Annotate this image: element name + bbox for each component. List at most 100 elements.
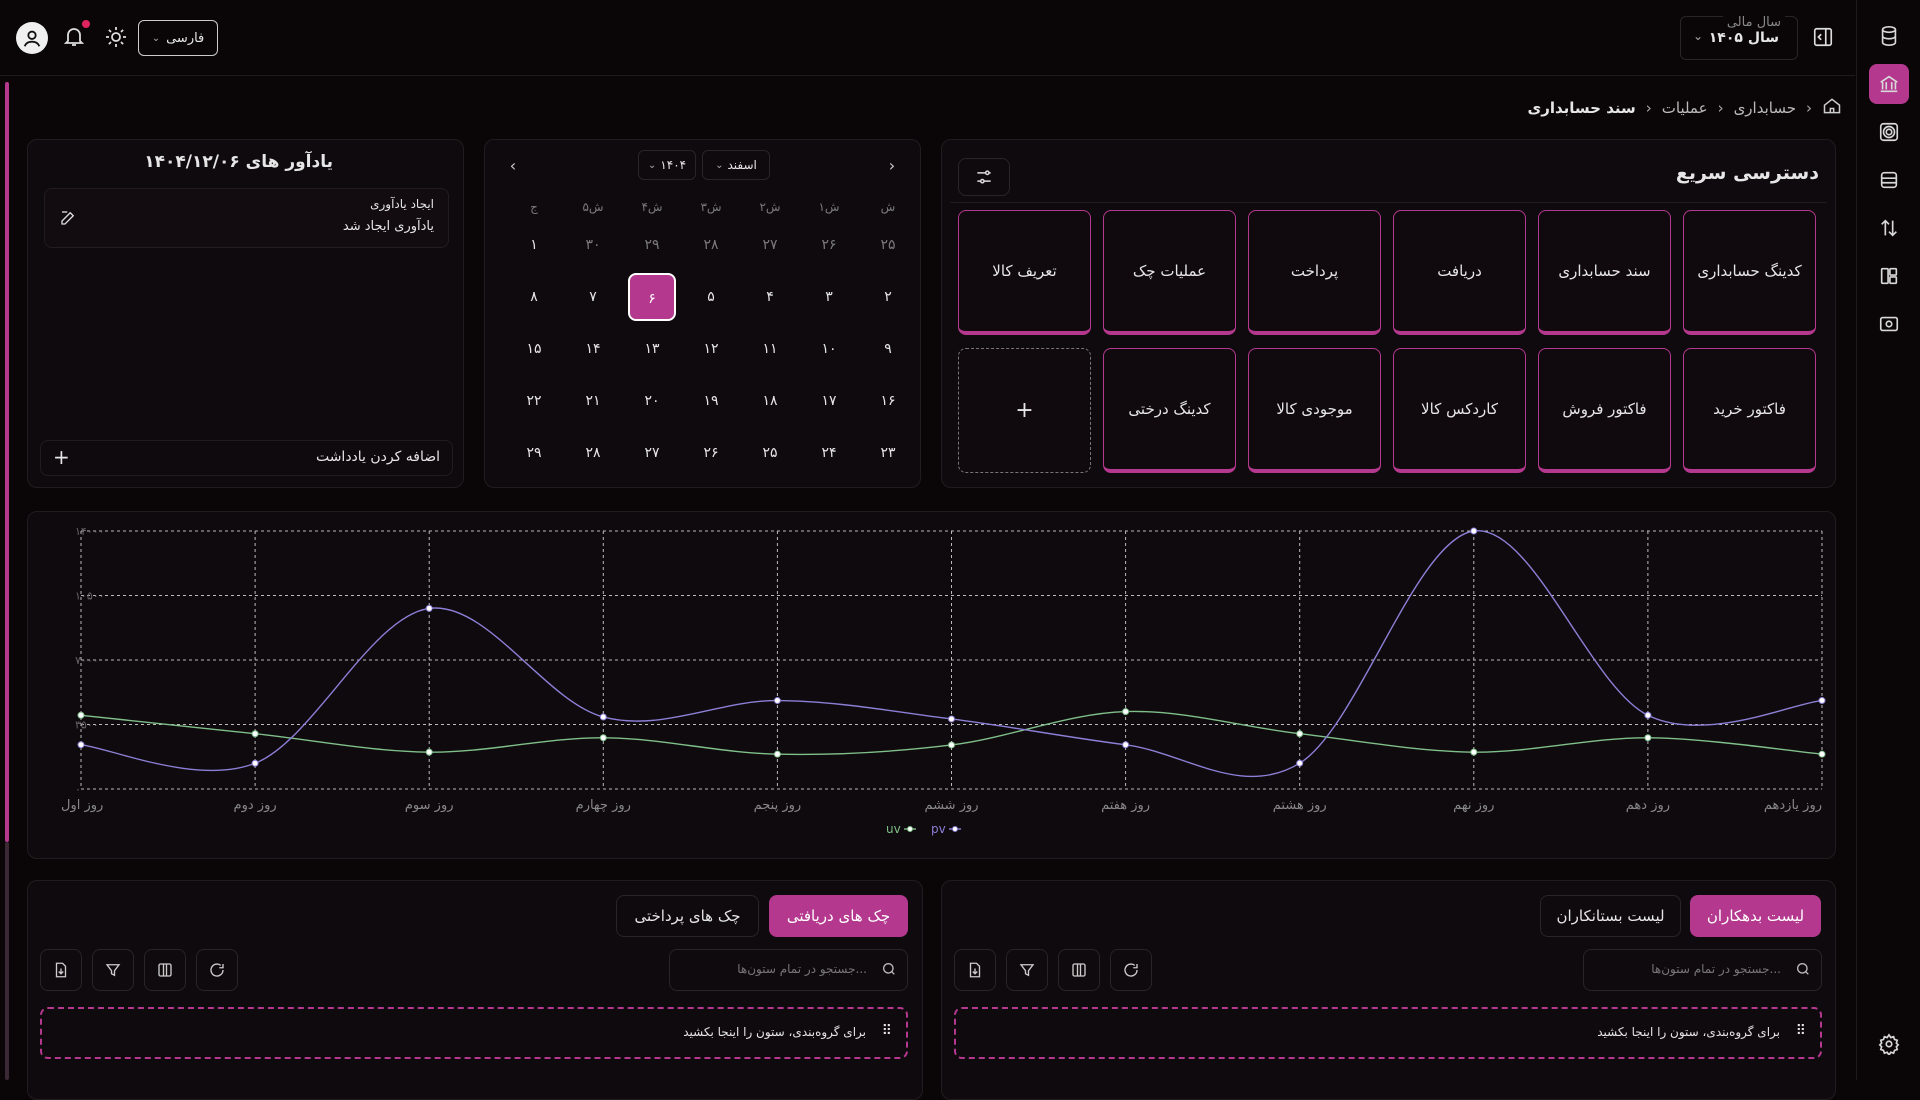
notification-dot bbox=[82, 20, 90, 28]
quick-item-purchase-invoice[interactable]: فاکتور خرید bbox=[1683, 348, 1816, 473]
tab-received-checks[interactable]: چک های دریافتی bbox=[769, 895, 908, 937]
camera-icon[interactable] bbox=[1869, 304, 1909, 344]
calendar-day[interactable]: ۱۸ bbox=[762, 393, 778, 409]
reminder-item[interactable]: ایجاد یادآوری یادآوری ایجاد شد bbox=[44, 188, 449, 248]
data-point-pv bbox=[1122, 741, 1130, 749]
atom-settings-icon[interactable] bbox=[1869, 112, 1909, 152]
calendar-day[interactable]: ۲۵ bbox=[762, 445, 778, 461]
calendar-day[interactable]: ۱۲ bbox=[703, 341, 719, 357]
calendar-day[interactable]: ۲۶ bbox=[821, 237, 837, 253]
calendar-day[interactable]: ۱۶ bbox=[880, 393, 896, 409]
tab-label: لیست بدهکاران bbox=[1706, 907, 1805, 925]
edit-icon[interactable] bbox=[59, 209, 77, 231]
breadcrumb-item-operations[interactable]: عملیات bbox=[1661, 99, 1708, 117]
theme-toggle-sun-icon[interactable] bbox=[104, 25, 130, 51]
calendar-day[interactable]: ۳۰ bbox=[585, 237, 601, 253]
series-line-pv bbox=[80, 530, 1823, 778]
quick-item-payment[interactable]: پرداخت bbox=[1248, 210, 1381, 335]
calendar-day[interactable]: ۹ bbox=[884, 341, 892, 357]
quick-item-label: کاردکس کالا bbox=[1421, 400, 1498, 418]
data-point-uv bbox=[77, 711, 85, 719]
quick-item-receipt[interactable]: دریافت bbox=[1393, 210, 1526, 335]
add-note-button[interactable]: + اضافه کردن یادداشت bbox=[40, 440, 453, 476]
quick-item-add-button[interactable]: + bbox=[958, 348, 1091, 473]
sidebar-collapse-icon[interactable] bbox=[1812, 26, 1836, 50]
calendar-day[interactable]: ۱۷ bbox=[821, 393, 837, 409]
quick-item-accounting-document[interactable]: سند حسابداری bbox=[1538, 210, 1671, 335]
user-avatar-icon[interactable] bbox=[16, 22, 48, 54]
calendar-day[interactable]: ۱ bbox=[530, 237, 538, 253]
tab-debtors-list[interactable]: لیست بدهکاران bbox=[1690, 895, 1821, 937]
calendar-day[interactable]: ۱۵ bbox=[526, 341, 542, 357]
calendar-day[interactable]: ۲۸ bbox=[703, 237, 719, 253]
calendar-day[interactable]: ۲۹ bbox=[526, 445, 542, 461]
calendar-day[interactable]: ۵ bbox=[707, 289, 715, 305]
notification-bell-icon[interactable] bbox=[62, 20, 90, 50]
group-by-dropzone[interactable]: ⠿ برای گروه‌بندی، ستون را اینجا بکشید bbox=[40, 1007, 908, 1059]
settings-gear-icon[interactable] bbox=[1869, 1024, 1909, 1064]
quick-item-sales-invoice[interactable]: فاکتور فروش bbox=[1538, 348, 1671, 473]
calendar-day[interactable]: ۲۸ bbox=[585, 445, 601, 461]
calendar-day[interactable]: ۲۳ bbox=[880, 445, 896, 461]
prev-month-button[interactable]: › bbox=[888, 156, 896, 175]
calendar-day[interactable]: ۱۴ bbox=[585, 341, 601, 357]
calendar-day[interactable]: ۳ bbox=[825, 289, 833, 305]
calendar-day[interactable]: ۸ bbox=[530, 289, 538, 305]
year-select[interactable]: ⌄ ۱۴۰۴ bbox=[638, 150, 696, 180]
database-icon[interactable] bbox=[1869, 16, 1909, 56]
refresh-button[interactable] bbox=[1110, 949, 1152, 991]
quick-item-goods-cardex[interactable]: کاردکس کالا bbox=[1393, 348, 1526, 473]
columns-button[interactable] bbox=[1058, 949, 1100, 991]
export-file-button[interactable] bbox=[954, 949, 996, 991]
calendar-day[interactable]: ۲۰ bbox=[644, 393, 660, 409]
archive-box-icon[interactable] bbox=[1869, 160, 1909, 200]
breadcrumb-item-accounting[interactable]: حسابداری bbox=[1733, 99, 1796, 117]
calendar-day[interactable]: ۲۹ bbox=[644, 237, 660, 253]
filter-button[interactable] bbox=[92, 949, 134, 991]
y-tick-label: ۱۴۰۰۰ bbox=[75, 525, 105, 538]
x-tick-label: روز هشتم bbox=[1273, 798, 1327, 813]
calendar-day[interactable]: ۲۷ bbox=[644, 445, 660, 461]
transfer-arrows-icon[interactable] bbox=[1869, 208, 1909, 248]
home-icon[interactable] bbox=[1822, 96, 1842, 120]
calendar-day[interactable]: ۲۶ bbox=[703, 445, 719, 461]
calendar-day[interactable]: ۲۷ bbox=[762, 237, 778, 253]
legend-label-pv: pv bbox=[931, 822, 946, 836]
quick-item-tree-coding[interactable]: کدینگ درختی bbox=[1103, 348, 1236, 473]
chevron-down-icon: ⌄ bbox=[647, 159, 657, 171]
tab-creditors-list[interactable]: لیست بستانکاران bbox=[1540, 895, 1681, 937]
bank-icon[interactable] bbox=[1869, 64, 1909, 104]
calendar-day[interactable]: ۱۳ bbox=[644, 341, 660, 357]
calendar-day[interactable]: ۱۰ bbox=[821, 341, 837, 357]
search-field[interactable]: جستجو در تمام ستون‌ها... bbox=[669, 949, 908, 991]
group-by-dropzone[interactable]: ⠿ برای گروه‌بندی، ستون را اینجا بکشید bbox=[954, 1007, 1822, 1059]
scrollbar-thumb[interactable] bbox=[5, 82, 9, 842]
calendar-day[interactable]: ۴ bbox=[766, 289, 774, 305]
calendar-day[interactable]: ۶ bbox=[628, 273, 676, 321]
calendar-day[interactable]: ۱۱ bbox=[762, 341, 778, 357]
refresh-button[interactable] bbox=[196, 949, 238, 991]
search-field[interactable]: جستجو در تمام ستون‌ها... bbox=[1583, 949, 1822, 991]
calendar-day[interactable]: ۲۲ bbox=[526, 393, 542, 409]
fiscal-year-select[interactable]: سال مالی سال ۱۴۰۵ ⌄ bbox=[1680, 15, 1798, 60]
quick-item-accounting-coding[interactable]: کدینگ حسابداری bbox=[1683, 210, 1816, 335]
calendar-day[interactable]: ۷ bbox=[589, 289, 597, 305]
calendar-day[interactable]: ۲۴ bbox=[821, 445, 837, 461]
quick-item-inventory[interactable]: موجودی کالا bbox=[1248, 348, 1381, 473]
quick-item-define-goods[interactable]: تعریف کالا bbox=[958, 210, 1091, 335]
calendar-day[interactable]: ۱۹ bbox=[703, 393, 719, 409]
filter-settings-button[interactable] bbox=[958, 158, 1010, 196]
calendar-day[interactable]: ۲۵ bbox=[880, 237, 896, 253]
quick-item-check-operations[interactable]: عملیات چک bbox=[1103, 210, 1236, 335]
scrollbar-track[interactable] bbox=[5, 842, 9, 1080]
next-month-button[interactable]: ‹ bbox=[509, 156, 517, 175]
export-file-button[interactable] bbox=[40, 949, 82, 991]
dashboard-layout-icon[interactable] bbox=[1869, 256, 1909, 296]
calendar-day[interactable]: ۲ bbox=[884, 289, 892, 305]
filter-button[interactable] bbox=[1006, 949, 1048, 991]
month-select[interactable]: ⌄ اسفند bbox=[702, 150, 770, 180]
calendar-day[interactable]: ۲۱ bbox=[585, 393, 601, 409]
columns-button[interactable] bbox=[144, 949, 186, 991]
language-select[interactable]: ⌄ فارسی bbox=[138, 20, 218, 56]
tab-paid-checks[interactable]: چک های پرداختی bbox=[616, 895, 759, 937]
